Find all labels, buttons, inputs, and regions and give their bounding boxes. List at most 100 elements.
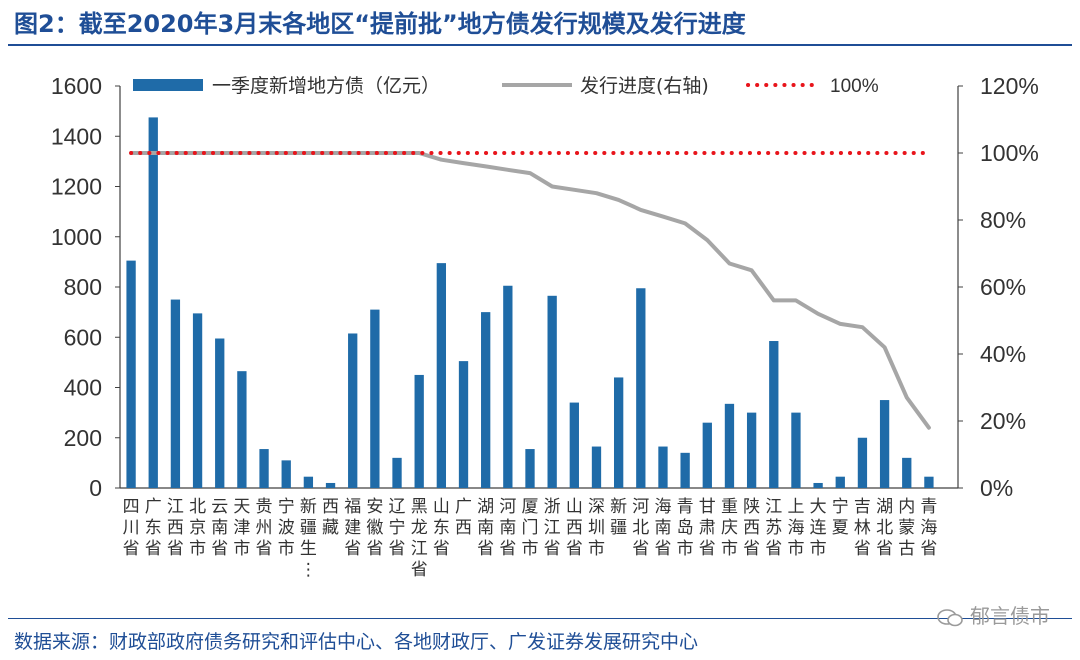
y-right-tick-label: 100% — [980, 140, 1039, 166]
x-tick-label: 宁夏 — [832, 497, 849, 538]
x-tick-label: 辽宁省 — [389, 497, 406, 559]
x-tick-label: 内蒙古 — [898, 497, 915, 559]
x-tick-label: 山东省 — [433, 497, 450, 559]
y-left-tick-label: 1400 — [51, 123, 102, 149]
bar-32 — [813, 482, 823, 488]
bar-13 — [392, 457, 402, 488]
y-left-tick-label: 1000 — [51, 224, 102, 250]
x-tick-label: 甘肃省 — [699, 497, 716, 559]
source-note: 数据来源：财政部政府债务研究和评估中心、各地财政厅、广发证券发展研究中心 — [14, 631, 699, 653]
bar-15 — [436, 263, 447, 488]
bar-36 — [902, 457, 912, 488]
y-left-tick-label: 200 — [64, 425, 102, 451]
y-left-tick-label: 1600 — [51, 73, 102, 99]
bar-14 — [414, 374, 424, 488]
x-tick-label: 黑龙江省 — [411, 497, 428, 580]
title-divider — [8, 44, 1072, 46]
y-right-tick-label: 80% — [980, 207, 1026, 233]
x-tick-label: 广西 — [455, 497, 472, 538]
y-right-tick-label: 0% — [980, 475, 1013, 501]
x-tick-label: 山西省 — [566, 497, 583, 559]
x-tick-label: 西藏 — [322, 497, 339, 538]
bar-22 — [591, 446, 602, 488]
bar-17 — [481, 312, 491, 488]
bar-25 — [658, 446, 668, 488]
x-tick-label: 湖北省 — [876, 497, 893, 559]
x-tick-label: 天津市 — [233, 497, 250, 559]
bar-7 — [259, 449, 269, 488]
bar-1 — [126, 260, 136, 488]
x-tick-label: 广东省 — [145, 497, 162, 559]
bar-2 — [148, 117, 158, 488]
x-tick-label: 大连市 — [810, 497, 827, 559]
bar-30 — [769, 341, 779, 488]
bar-27 — [702, 422, 712, 488]
footer-divider — [8, 618, 1072, 619]
y-left-tick-label: 400 — [64, 375, 102, 401]
x-tick-label: 江西省 — [167, 497, 184, 559]
figure-title: 图2：截至2020年3月末各地区“提前批”地方债发行规模及发行进度 — [14, 10, 746, 38]
y-right-tick-label: 120% — [980, 73, 1039, 99]
bar-34 — [857, 437, 868, 488]
bar-16 — [458, 361, 469, 488]
bar-20 — [547, 295, 557, 488]
bar-18 — [503, 285, 513, 488]
bar-11 — [348, 333, 358, 488]
bar-6 — [237, 371, 247, 488]
x-tick-label: 安徽省 — [366, 497, 383, 559]
bar-29 — [746, 412, 757, 488]
x-tick-label: 云南省 — [211, 497, 228, 559]
watermark-text: 郁言债市 — [970, 604, 1050, 628]
bar-8 — [281, 460, 291, 488]
progress-line — [129, 151, 931, 430]
legend-line-label: 发行进度(右轴) — [580, 75, 709, 97]
y-left-tick-label: 600 — [64, 324, 102, 350]
bar-21 — [569, 402, 579, 488]
bar-5 — [215, 338, 225, 488]
watermark: 郁言债市 — [936, 600, 1050, 629]
x-tick-label: 海南省 — [654, 497, 671, 559]
x-tick-label: 北京市 — [189, 497, 206, 559]
bar-33 — [835, 476, 845, 488]
legend-reference-label: 100% — [830, 76, 879, 97]
bar-4 — [192, 313, 203, 488]
bar-10 — [325, 482, 336, 488]
x-tick-label: 贵州省 — [256, 497, 273, 559]
y-right-tick-label: 20% — [980, 408, 1026, 434]
y-right-tick-label: 40% — [980, 341, 1026, 367]
x-tick-label: 四川省 — [123, 497, 140, 559]
x-tick-label: 吉林省 — [854, 497, 871, 559]
bar-24 — [636, 288, 646, 488]
bar-12 — [370, 309, 380, 488]
y-left-tick-label: 0 — [89, 475, 102, 501]
x-tick-label: 新疆生⋮ — [300, 497, 317, 580]
x-tick-label: 重庆市 — [721, 497, 738, 559]
progress-line-series — [129, 151, 931, 430]
y-right-tick-label: 60% — [980, 274, 1026, 300]
x-tick-label: 河北省 — [632, 497, 649, 559]
x-tick-label: 陕西省 — [743, 497, 760, 559]
bar-3 — [170, 299, 181, 488]
x-tick-label: 厦门市 — [522, 497, 539, 559]
bar-series — [126, 117, 934, 488]
x-tick-label: 宁波市 — [278, 497, 295, 559]
bar-37 — [924, 476, 934, 488]
bar-28 — [724, 403, 735, 488]
bar-35 — [879, 400, 890, 488]
x-tick-label: 青岛市 — [677, 497, 694, 559]
x-tick-label: 青海省 — [920, 497, 937, 559]
x-tick-label: 新疆 — [610, 497, 627, 538]
bar-23 — [613, 377, 624, 488]
legend-bar-swatch — [133, 79, 203, 91]
bar-19 — [525, 449, 535, 488]
legend-bar-label: 一季度新增地方债（亿元） — [212, 75, 440, 97]
x-tick-label: 福建省 — [344, 497, 361, 559]
chart-legend: 一季度新增地方债（亿元） 发行进度(右轴) 100% — [133, 75, 879, 97]
x-tick-label: 河南省 — [499, 497, 516, 559]
bar-26 — [680, 452, 690, 488]
chart-area: 0 200 400 600 800 1000 1200 1400 1600 0% 20% 40% 60%… — [51, 73, 1039, 580]
chart-axes: 0 200 400 600 800 1000 1200 1400 1600 0% 20% 40% 60%… — [51, 73, 1039, 501]
x-tick-label: 江苏省 — [765, 497, 782, 559]
bar-9 — [303, 476, 314, 488]
